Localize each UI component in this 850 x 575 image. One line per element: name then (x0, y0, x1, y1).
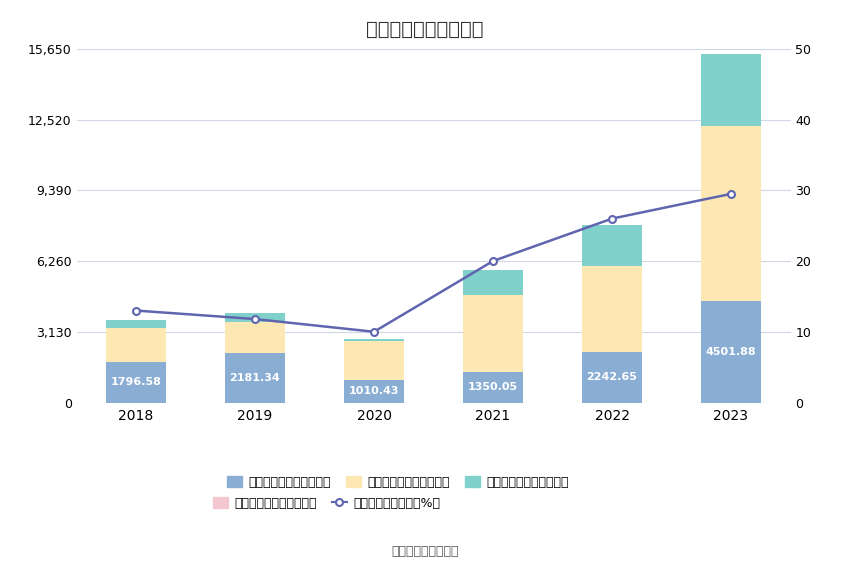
Bar (582, 352, 642, 402)
Bar (344, 380, 404, 402)
Text: 历年期间费用变化情况: 历年期间费用变化情况 (366, 20, 484, 39)
Bar (701, 126, 761, 301)
Text: 1350.05: 1350.05 (468, 382, 518, 392)
Text: 数据来源：恒生聚源: 数据来源：恒生聚源 (391, 545, 459, 558)
Text: 2242.65: 2242.65 (586, 372, 638, 382)
Bar (106, 328, 166, 362)
Bar (344, 341, 404, 380)
Text: 2181.34: 2181.34 (230, 373, 280, 383)
Bar (106, 320, 166, 328)
Bar (701, 301, 761, 402)
Bar (225, 313, 285, 321)
Text: 1796.58: 1796.58 (110, 377, 162, 387)
Text: 4501.88: 4501.88 (706, 347, 756, 356)
Bar (344, 339, 404, 341)
Bar (463, 372, 523, 402)
Bar (701, 54, 761, 126)
Bar (225, 353, 285, 402)
Bar (463, 270, 523, 295)
Bar (463, 295, 523, 372)
Text: 1010.43: 1010.43 (348, 386, 400, 396)
Bar (225, 321, 285, 353)
Bar (582, 266, 642, 352)
Legend: 左轴：研发费用（万元）, 右轴：期间费用率（%）: 左轴：研发费用（万元）, 右轴：期间费用率（%） (208, 492, 445, 515)
Bar (106, 362, 166, 402)
Bar (582, 225, 642, 266)
